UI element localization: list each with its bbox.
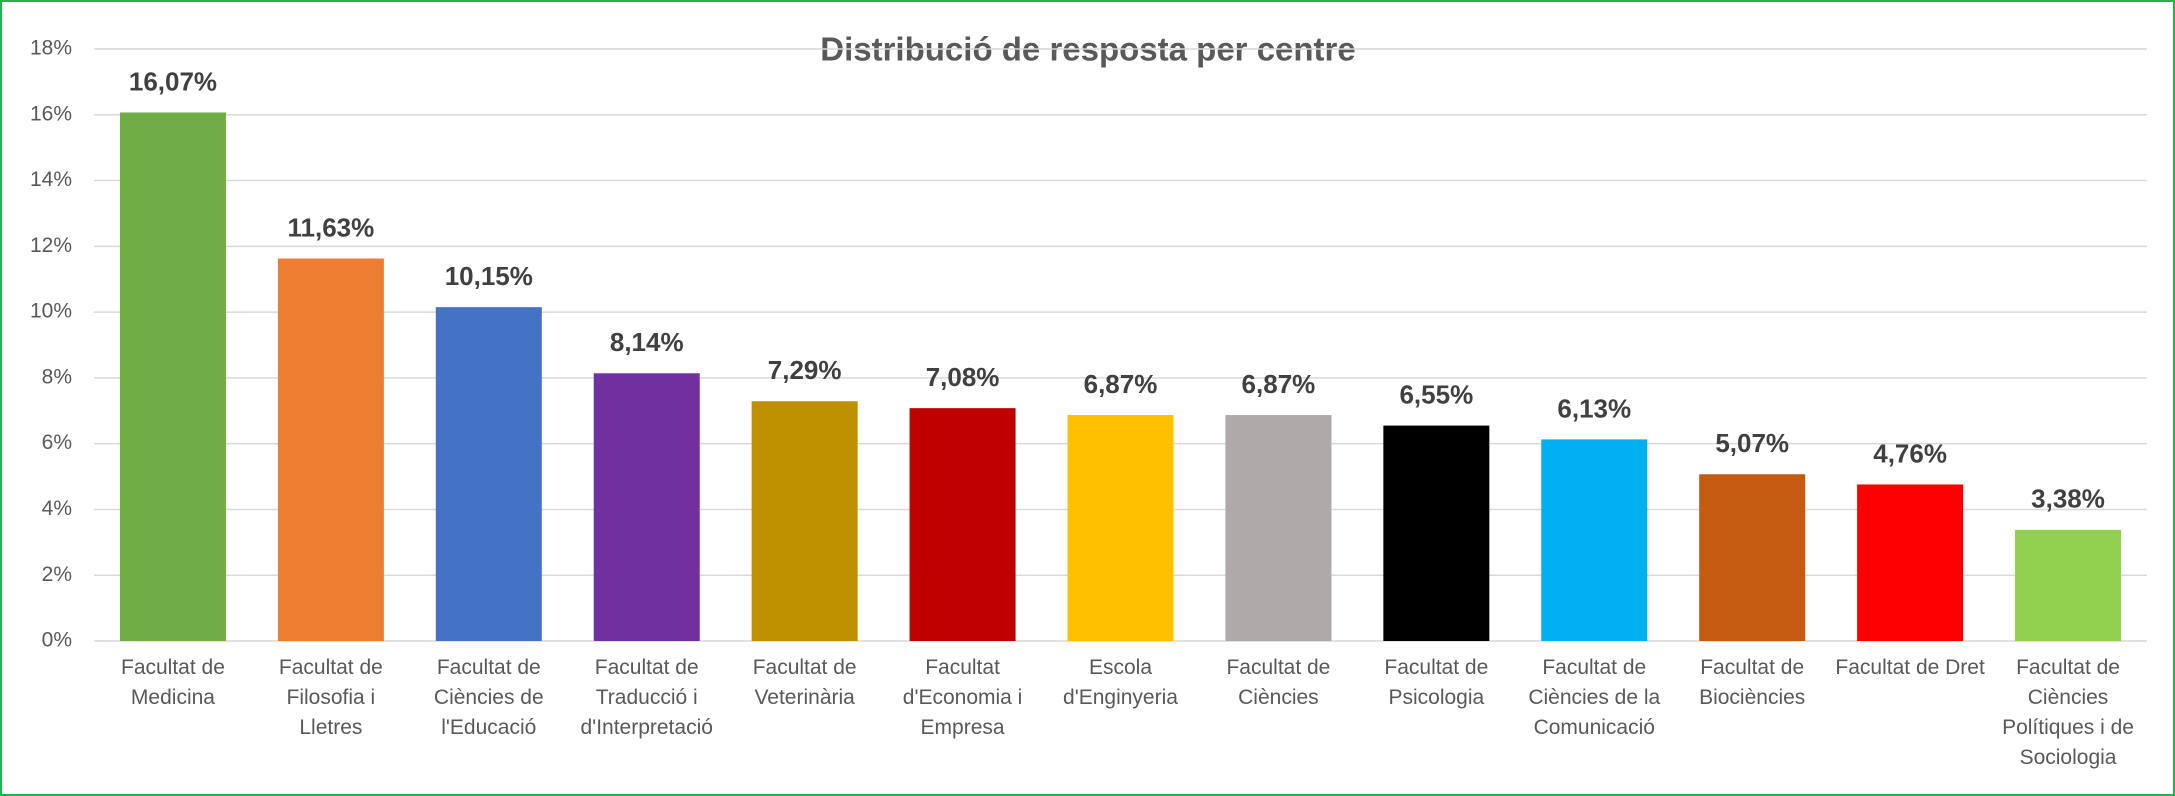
data-label: 5,07% — [1715, 428, 1789, 458]
bar — [119, 112, 226, 641]
bar — [1699, 474, 1806, 641]
data-label: 8,14% — [610, 327, 684, 357]
x-tick-label: Facultat de Traducció i d'Interpretació — [580, 656, 713, 739]
y-tick-label: 12% — [30, 234, 72, 257]
data-label: 10,15% — [445, 261, 533, 291]
bar — [277, 258, 384, 641]
bar — [593, 373, 700, 641]
data-label: 6,13% — [1557, 393, 1631, 423]
bar — [2015, 529, 2122, 641]
bar — [1225, 415, 1332, 641]
bar — [435, 307, 542, 641]
bar — [1541, 439, 1648, 641]
x-tick-label: Escola d'Enginyeria — [1063, 656, 1178, 709]
x-tick-label: Facultat de Filosofia i Lletres — [278, 656, 383, 739]
y-tick-label: 8% — [42, 365, 72, 388]
x-tick-label: Facultat d'Economia i Empresa — [902, 656, 1023, 739]
x-tick-label: Facultat de Psicologia — [1384, 656, 1489, 709]
y-tick-label: 4% — [42, 497, 72, 520]
data-label: 11,63% — [288, 212, 375, 242]
x-tick-label: Facultat de Ciències — [1226, 656, 1331, 709]
data-label: 6,87% — [1084, 369, 1158, 399]
bar — [751, 401, 858, 641]
bar — [1857, 484, 1964, 641]
x-tick-label: Facultat de Ciències Polítiques i de Soc… — [2002, 656, 2134, 769]
x-tick-label: Facultat de Biociències — [1699, 656, 1806, 709]
y-tick-label: 16% — [30, 102, 72, 125]
x-tick-label: Facultat de Veterinària — [752, 656, 857, 709]
data-label: 7,29% — [768, 355, 842, 385]
bar — [1067, 415, 1174, 641]
y-tick-label: 2% — [42, 563, 72, 586]
y-tick-label: 0% — [42, 629, 72, 652]
y-tick-label: 6% — [42, 431, 72, 454]
x-tick-label: Facultat de Ciències de l'Educació — [433, 656, 544, 739]
x-tick-label: Facultat de Dret — [1835, 656, 1985, 679]
y-tick-label: 14% — [30, 168, 72, 191]
data-label: 4,76% — [1873, 438, 1947, 468]
y-tick-label: 10% — [30, 300, 72, 323]
data-label: 6,55% — [1399, 379, 1473, 409]
bar — [909, 408, 1016, 641]
data-label: 6,87% — [1242, 369, 1316, 399]
y-tick-label: 18% — [30, 37, 72, 60]
x-tick-label: Facultat de Medicina — [121, 656, 225, 709]
data-label: 3,38% — [2031, 484, 2105, 514]
x-tick-label: Facultat de Ciències de la Comunicació — [1528, 656, 1661, 739]
bar — [1383, 425, 1490, 641]
data-label: 7,08% — [926, 362, 1000, 392]
data-label: 16,07% — [129, 66, 217, 96]
